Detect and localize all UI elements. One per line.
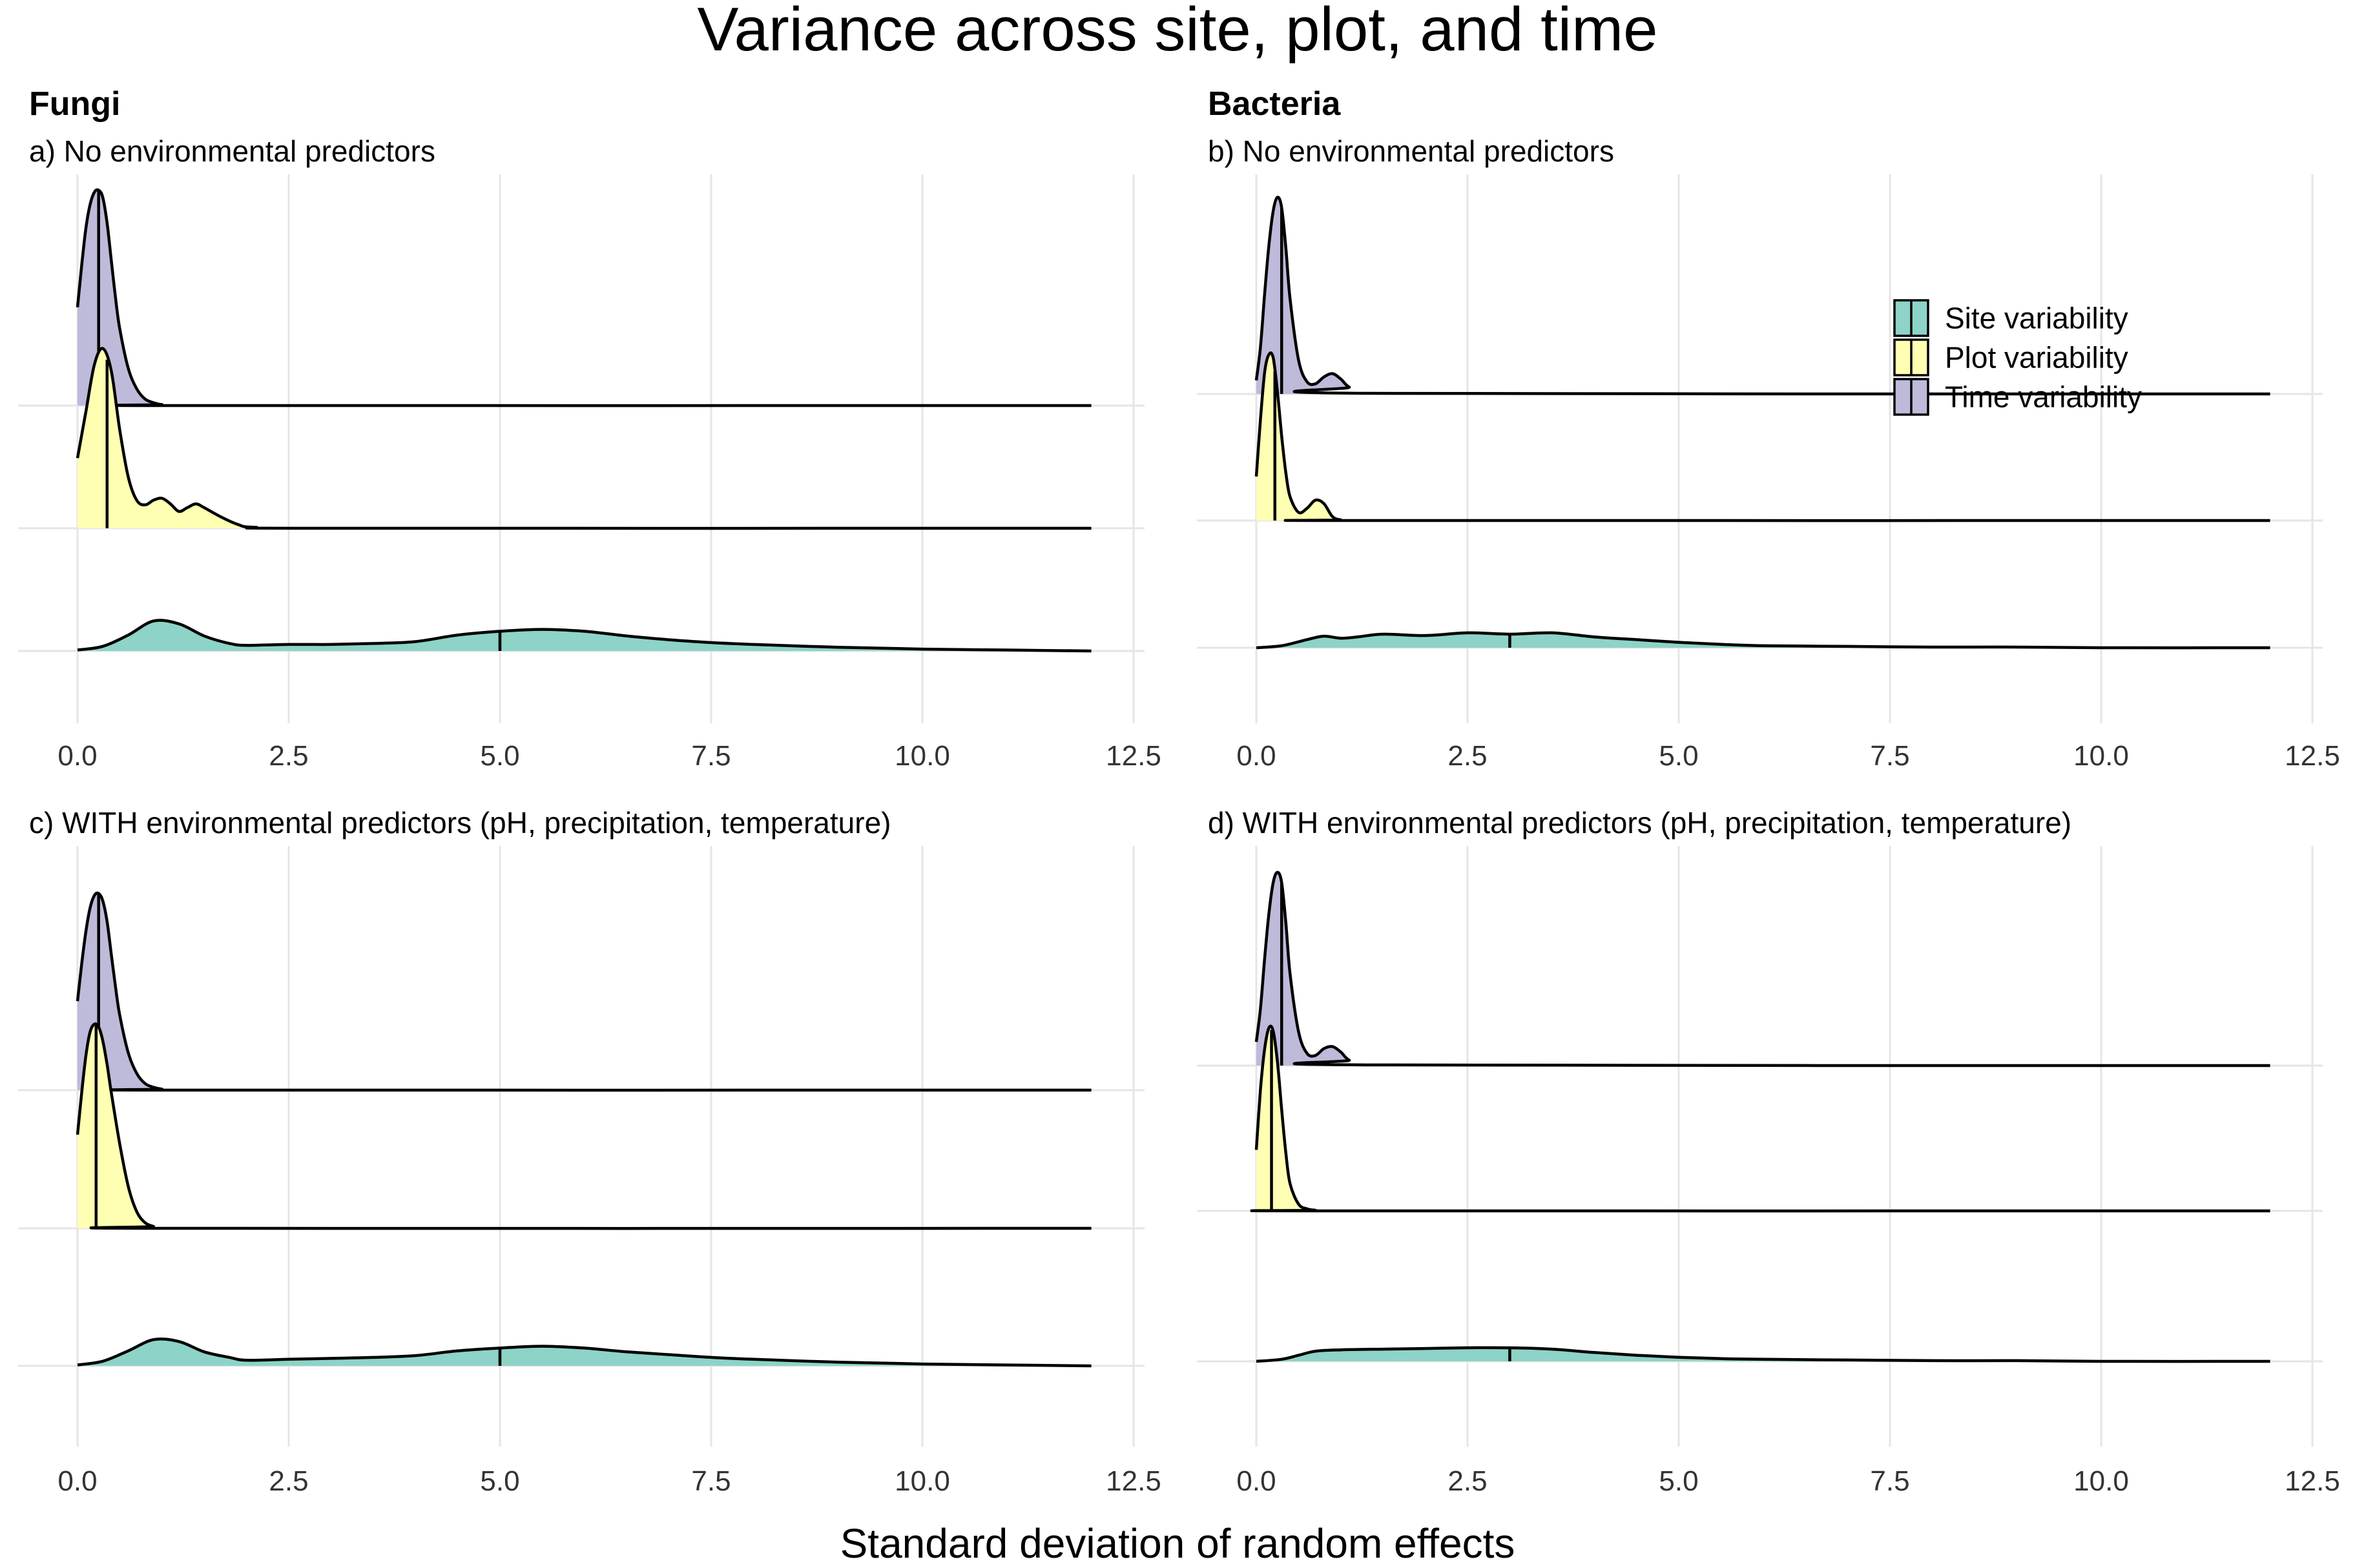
panel-d-plot-density-line [1250,1024,2270,1213]
panel-c-x-tick-label-4: 10.0 [895,1465,950,1497]
panel-a-x-tick-label-5: 12.5 [1106,740,1161,772]
panel-c-x-tick-label-3: 7.5 [691,1465,731,1497]
panel-d-plot-density-fill [1251,1026,2270,1212]
panel-d-x-tick-label-5: 12.5 [2285,1465,2340,1497]
panel-b-x-tick-label-2: 5.0 [1659,740,1698,772]
panel-c-plot: 0.0 2.5 5.0 7.5 10.0 12.5 [18,846,1161,1497]
panel-d-x-tick-label-4: 10.0 [2073,1465,2129,1497]
panel-d-subtitle: d) WITH environmental predictors (pH, pr… [1208,806,2071,840]
panel-a-time-density-fill [78,189,1092,406]
panel-c-plot-density-fill [78,1024,1092,1229]
panel-a-subtitle: a) No environmental predictors [29,134,435,168]
legend-label-plot: Plot variability [1945,341,2128,375]
panel-b-plot: 0.0 2.5 5.0 7.5 10.0 12.5 [1197,174,2340,772]
group-label-bacteria: Bacteria [1208,85,1341,123]
panel-b-x-tick-label-0: 0.0 [1236,740,1276,772]
panel-b-subtitle: b) No environmental predictors [1208,134,1614,168]
panel-d-site-density-line [1256,1346,2270,1363]
panel-c-x-tick-label-2: 5.0 [480,1465,519,1497]
panel-d-time-density-line [1254,871,2270,1068]
panel-c-time-density-fill [78,892,1092,1091]
panel-d-x-tick-label-0: 0.0 [1236,1465,1276,1497]
panel-a-site-density-fill [78,620,1092,651]
panel-b-plot-density-line [1254,351,2270,522]
panel-c-subtitle: c) WITH environmental predictors (pH, pr… [29,806,891,840]
panel-d-x-tick-label-1: 2.5 [1447,1465,1487,1497]
panel-b-x-tick-label-4: 10.0 [2073,740,2129,772]
legend: Site variability Plot variability Time var… [1893,299,2142,416]
panel-b-site-density-line [1256,631,2270,650]
panel-c-site-density-line [77,1337,1092,1368]
panel-a-site-density-line [77,619,1092,653]
panel-a-time-density-line [76,188,1092,407]
panel-d-x-tick-label-3: 7.5 [1870,1465,1909,1497]
panel-a-x-tick-label-3: 7.5 [691,740,731,772]
panel-b-x-tick-label-1: 2.5 [1447,740,1487,772]
panel-a-x-tick-label-2: 5.0 [480,740,519,772]
panel-a-plot-density-fill [78,348,1092,529]
panel-a-x-tick-label-4: 10.0 [895,740,950,772]
panel-b-time-density-line [1254,196,2270,396]
panel-b-plot-density-fill [1256,353,2270,521]
panel-c-site-density-fill [78,1339,1092,1366]
panel-a-plot-density-line [76,347,1092,530]
panel-a-x-tick-label-1: 2.5 [269,740,308,772]
panel-b-x-tick-label-5: 12.5 [2285,740,2340,772]
panel-d-time-density-fill [1256,872,2270,1066]
panel-d-x-tick-label-2: 5.0 [1659,1465,1698,1497]
panel-c-x-tick-label-0: 0.0 [57,1465,97,1497]
group-label-fungi: Fungi [29,85,121,123]
legend-label-site: Site variability [1945,302,2128,335]
legend-label-time: Time variability [1945,380,2142,414]
panel-a-plot: 0.0 2.5 5.0 7.5 10.0 12.5 [18,174,1161,772]
panel-c-x-tick-label-5: 12.5 [1106,1465,1161,1497]
panel-b-x-tick-label-3: 7.5 [1870,740,1909,772]
panel-a-x-tick-label-0: 0.0 [57,740,97,772]
panel-c-time-density-line [76,891,1092,1092]
figure-title: Variance across site, plot, and time [698,0,1658,64]
panel-d-plot: 0.0 2.5 5.0 7.5 10.0 12.5 [1197,846,2340,1497]
x-axis-label: Standard deviation of random effects [840,1520,1515,1567]
panel-c-plot-density-line [76,1022,1092,1230]
panel-c-x-tick-label-1: 2.5 [269,1465,308,1497]
